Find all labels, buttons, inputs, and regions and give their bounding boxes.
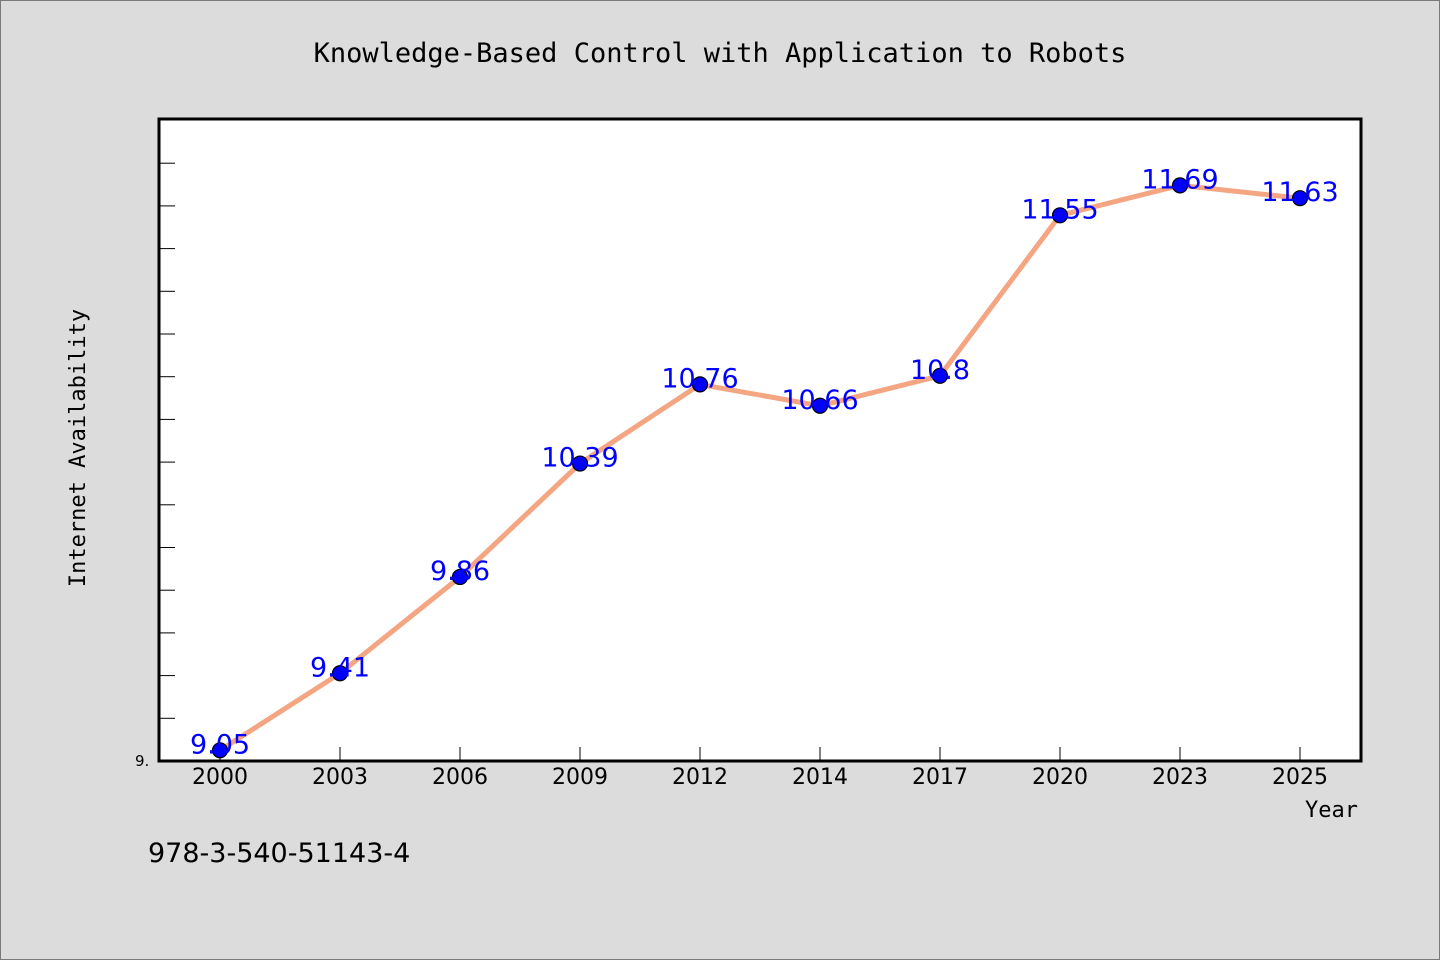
data-point-marker	[331, 665, 349, 682]
x-tick-label: 2003	[312, 765, 368, 790]
x-tick-label: 2023	[1152, 765, 1208, 790]
plot-area	[157, 117, 1363, 763]
series-line	[217, 182, 1303, 753]
chart-title: Knowledge-Based Control with Application…	[314, 38, 1127, 69]
data-point-marker	[211, 742, 229, 759]
y-axis-ticks	[159, 162, 175, 762]
series-markers	[211, 177, 1309, 759]
data-label: 11.63	[1261, 177, 1338, 208]
data-label: 9.05	[190, 729, 250, 760]
data-point-marker	[1291, 190, 1309, 207]
data-label: 9.41	[310, 652, 370, 683]
data-point-marker	[1051, 207, 1069, 224]
x-tick-label: 2014	[792, 765, 848, 790]
x-tick-label: 2006	[432, 765, 488, 790]
data-point-marker	[931, 367, 949, 384]
x-tick-label: 2000	[192, 765, 248, 790]
x-tick-label: 2012	[672, 765, 728, 790]
data-point-marker	[1171, 177, 1189, 194]
data-label: 9.86	[430, 556, 490, 587]
x-tick-label: 2020	[1032, 765, 1088, 790]
data-label: 10.76	[661, 363, 738, 394]
data-labels: 9.05 9.41 9.86 10.39 10.76 10.66 10.8 11.55 11.6…	[190, 164, 1339, 760]
data-point-marker	[451, 568, 469, 586]
data-label: 11.69	[1141, 164, 1218, 195]
data-label: 10.66	[781, 385, 858, 416]
x-tick-label: 2025	[1272, 765, 1328, 790]
data-point-marker	[811, 397, 829, 414]
x-tick-labels: 2000 2003 2006 2009 2012 2014 2017 2020 2023 2025	[192, 765, 1328, 790]
data-label: 10.39	[541, 443, 618, 474]
data-label: 11.55	[1021, 194, 1098, 225]
x-tick-label: 2009	[552, 765, 608, 790]
data-point-marker	[571, 455, 589, 472]
isbn-text: 978-3-540-51143-4	[148, 838, 410, 869]
x-tick-label: 2017	[912, 765, 968, 790]
x-axis-label: Year	[1305, 798, 1358, 823]
y-tick-label: 9.	[135, 752, 149, 770]
y-axis-label: Internet Availability	[66, 309, 91, 587]
data-label: 10.8	[910, 355, 970, 386]
data-point-marker	[691, 376, 709, 393]
